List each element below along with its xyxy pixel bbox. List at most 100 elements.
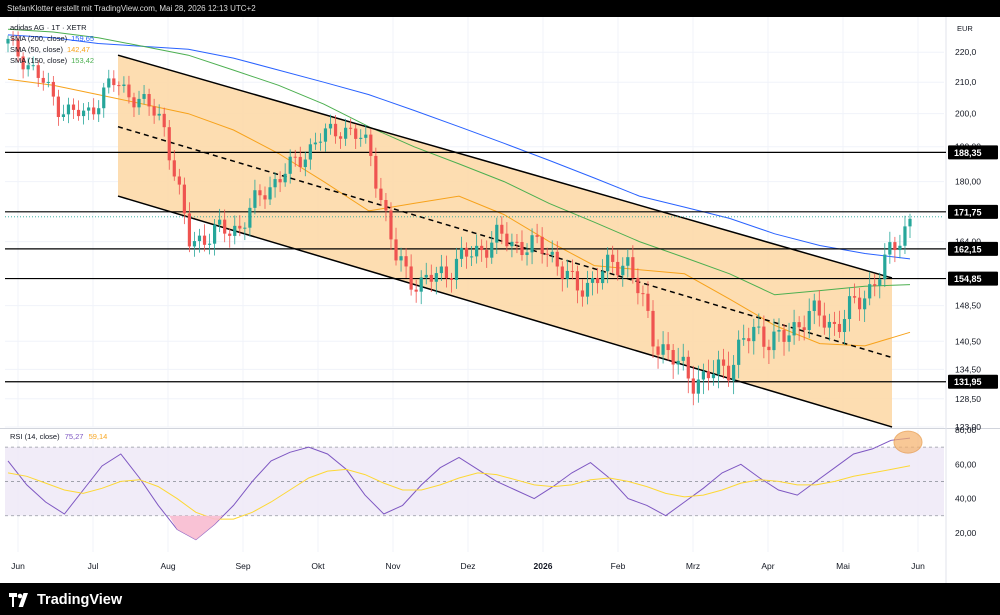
candle-body[interactable] (590, 278, 595, 283)
candle-body[interactable] (328, 123, 333, 129)
candle-body[interactable] (777, 330, 781, 332)
candle-body[interactable] (560, 266, 564, 279)
candle-body[interactable] (76, 109, 81, 117)
candle-body[interactable] (464, 247, 469, 257)
candle-body[interactable] (404, 256, 408, 267)
candle-body[interactable] (389, 210, 393, 240)
legend-sma150[interactable]: SMA (150, close) 153,42 (10, 55, 94, 66)
candle-body[interactable] (157, 113, 161, 116)
candle-body[interactable] (414, 289, 418, 292)
candle-body[interactable] (817, 300, 821, 316)
candle-body[interactable] (338, 136, 343, 139)
candle-body[interactable] (621, 265, 625, 276)
candle-body[interactable] (71, 104, 76, 110)
candle-body[interactable] (278, 179, 282, 183)
candle-body[interactable] (893, 242, 897, 251)
candle-body[interactable] (595, 278, 600, 284)
candle-body[interactable] (26, 65, 30, 70)
candle-body[interactable] (827, 321, 831, 328)
candle-body[interactable] (112, 78, 116, 86)
candle-body[interactable] (66, 104, 71, 115)
candle-body[interactable] (142, 94, 146, 99)
candle-body[interactable] (676, 360, 680, 365)
candle-body[interactable] (137, 98, 141, 108)
candle-body[interactable] (11, 38, 15, 40)
candle-body[interactable] (364, 134, 368, 138)
candle-body[interactable] (807, 311, 811, 331)
candle-body[interactable] (903, 226, 907, 246)
candle-body[interactable] (666, 344, 670, 351)
candle-body[interactable] (555, 251, 559, 267)
candle-body[interactable] (6, 38, 10, 44)
candle-body[interactable] (651, 310, 655, 347)
candle-body[interactable] (81, 110, 86, 117)
candle-body[interactable] (36, 65, 40, 78)
candle-body[interactable] (606, 254, 610, 272)
candle-body[interactable] (87, 107, 91, 111)
candle-body[interactable] (485, 250, 489, 258)
sma150-line[interactable] (7, 28, 911, 296)
candle-body[interactable] (792, 322, 796, 336)
candle-body[interactable] (580, 290, 585, 297)
candle-body[interactable] (661, 344, 665, 355)
candle-body[interactable] (92, 107, 96, 115)
candle-body[interactable] (429, 274, 433, 282)
candle-body[interactable] (858, 297, 862, 310)
candle-body[interactable] (721, 359, 726, 366)
candle-body[interactable] (51, 81, 55, 97)
candle-body[interactable] (585, 282, 590, 297)
candle-body[interactable] (550, 251, 554, 255)
candle-body[interactable] (223, 219, 227, 234)
candle-body[interactable] (263, 195, 267, 200)
candle-body[interactable] (16, 39, 20, 57)
candle-body[interactable] (313, 142, 317, 145)
candle-body[interactable] (883, 254, 887, 280)
candle-body[interactable] (238, 225, 242, 229)
candle-body[interactable] (288, 156, 292, 174)
candle-body[interactable] (459, 247, 464, 259)
candle-body[interactable] (797, 322, 801, 328)
candle-body[interactable] (691, 378, 695, 394)
candle-body[interactable] (349, 127, 353, 129)
candle-body[interactable] (696, 379, 700, 394)
candle-body[interactable] (354, 128, 358, 139)
candle-body[interactable] (873, 284, 877, 286)
candle-body[interactable] (273, 179, 277, 188)
candle-body[interactable] (202, 235, 207, 245)
candle-body[interactable] (802, 327, 806, 331)
candle-body[interactable] (248, 207, 252, 228)
rsi-legend[interactable]: RSI (14, close) 75,27 59,14 (10, 432, 107, 441)
candle-body[interactable] (646, 293, 650, 311)
candle-body[interactable] (726, 365, 731, 381)
candle-body[interactable] (182, 184, 186, 214)
candle-body[interactable] (162, 113, 166, 128)
candle-body[interactable] (379, 188, 383, 201)
candle-body[interactable] (480, 245, 484, 251)
candle-body[interactable] (525, 252, 529, 256)
candle-body[interactable] (570, 270, 574, 272)
candle-body[interactable] (424, 274, 428, 278)
candle-body[interactable] (540, 236, 544, 254)
candle-body[interactable] (636, 277, 640, 294)
candle-body[interactable] (127, 84, 131, 98)
candle-body[interactable] (701, 371, 705, 380)
candle-body[interactable] (847, 296, 852, 320)
candle-body[interactable] (469, 256, 474, 258)
tradingview-logo[interactable]: TradingView (9, 589, 122, 611)
candle-body[interactable] (757, 326, 761, 328)
candle-body[interactable] (41, 77, 45, 83)
candle-body[interactable] (132, 97, 136, 108)
candle-body[interactable] (762, 326, 766, 347)
candle-body[interactable] (747, 338, 751, 342)
candle-body[interactable] (177, 176, 181, 185)
candle-body[interactable] (510, 241, 514, 247)
candle-body[interactable] (359, 137, 363, 139)
candle-body[interactable] (394, 239, 398, 261)
candle-body[interactable] (233, 225, 237, 236)
candle-body[interactable] (147, 94, 151, 107)
candle-body[interactable] (631, 257, 635, 278)
candle-body[interactable] (863, 298, 867, 310)
candle-body[interactable] (716, 359, 721, 375)
legend-sma50[interactable]: SMA (50, close) 142,47 (10, 44, 94, 55)
